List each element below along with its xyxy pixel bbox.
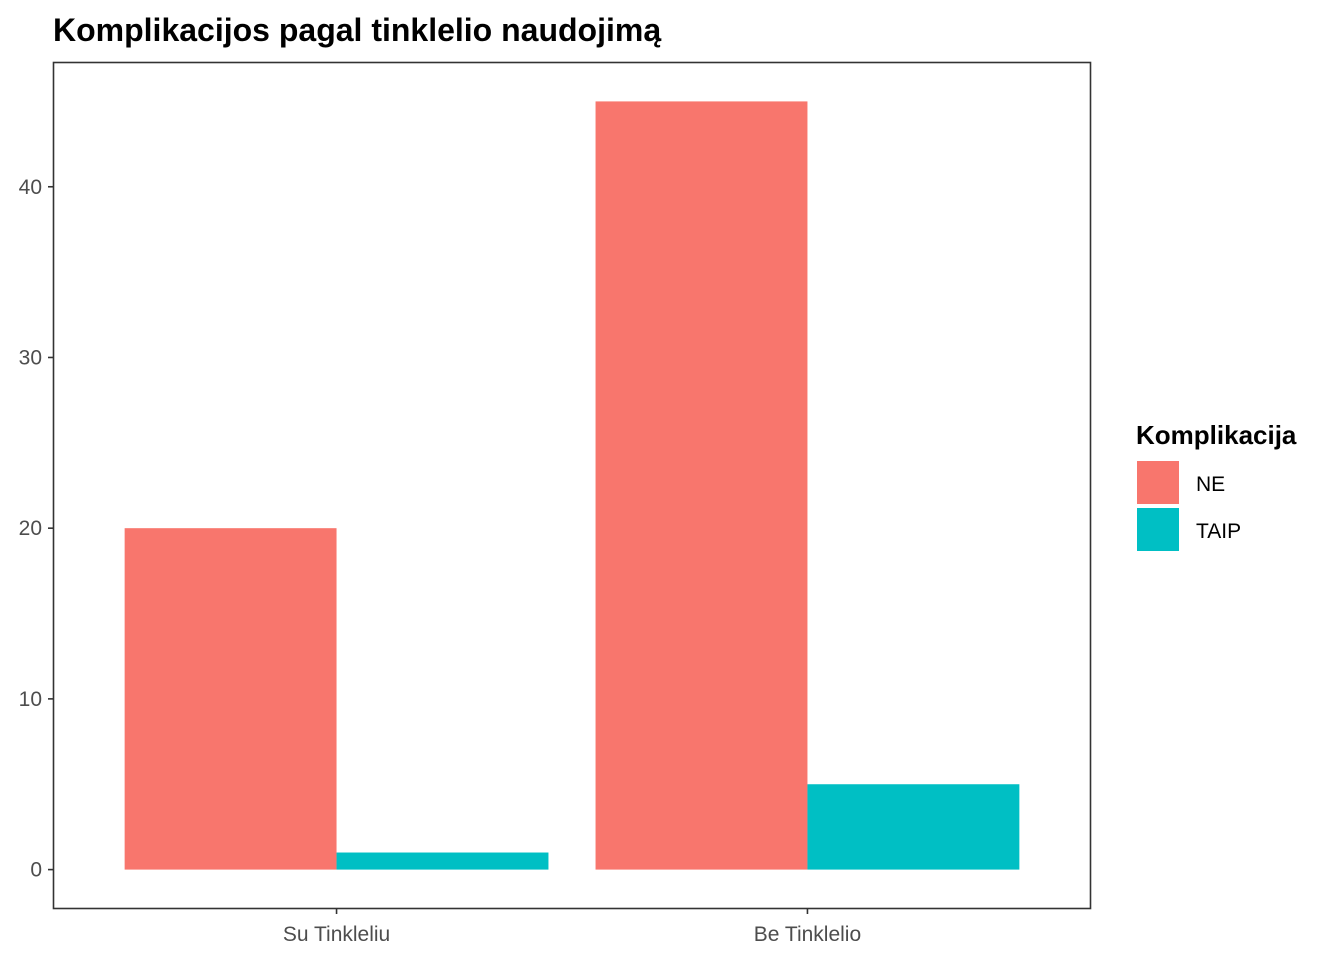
- y-tick-label: 30: [19, 346, 42, 369]
- bar-taip-1: [336, 852, 549, 870]
- y-tick-label: 20: [19, 517, 42, 540]
- y-tick-label: 10: [19, 688, 42, 711]
- y-tick-label: 0: [30, 859, 42, 882]
- legend-key-taip: [1137, 508, 1179, 551]
- bar-ne-2: [595, 101, 808, 870]
- bars-group: [124, 101, 1020, 870]
- chart-title: Komplikacijos pagal tinklelio naudojimą: [53, 12, 661, 48]
- bar-ne-1: [124, 528, 337, 870]
- x-tick-label: Be Tinklelio: [754, 923, 861, 946]
- legend-key-ne: [1137, 461, 1179, 504]
- plot-panel-border: [52, 61, 1092, 910]
- bar-taip-2: [807, 784, 1020, 870]
- legend-title: Komplikacija: [1136, 420, 1297, 450]
- legend-label-taip: TAIP: [1196, 520, 1241, 543]
- x-tick-label: Su Tinkleliu: [283, 923, 390, 946]
- legend-label-ne: NE: [1196, 473, 1225, 496]
- x-axis: Su Tinkleliu Be Tinklelio: [283, 908, 861, 946]
- y-tick-label: 40: [19, 176, 42, 199]
- legend: Komplikacija NE TAIP: [1136, 420, 1297, 551]
- y-axis: 0 10 20 30 40: [19, 176, 54, 882]
